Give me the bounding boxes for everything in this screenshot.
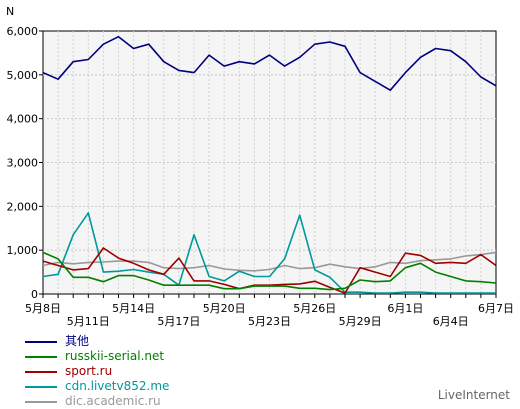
brand-label: LiveInternet bbox=[437, 388, 510, 402]
y-tick-label: 5,000 bbox=[7, 69, 39, 82]
x-tick-label: 5月11日 bbox=[67, 315, 110, 328]
x-tick-label: 6月4日 bbox=[433, 315, 469, 328]
x-tick-label: 5月29日 bbox=[339, 315, 382, 328]
legend-label: russkii-serial.net bbox=[65, 349, 165, 363]
y-tick-label: 2,000 bbox=[7, 200, 39, 213]
x-tick-label: 5月17日 bbox=[157, 315, 200, 328]
legend-swatch bbox=[25, 386, 57, 388]
legend-label: cdn.livetv852.me bbox=[65, 379, 170, 393]
legend-swatch bbox=[25, 371, 57, 373]
x-tick-label: 5月20日 bbox=[203, 302, 246, 315]
y-tick-label: 4,000 bbox=[7, 113, 39, 126]
legend-swatch bbox=[25, 401, 57, 403]
series-line-dic.academic.ru bbox=[42, 251, 497, 272]
y-tick-label: 1,000 bbox=[7, 244, 39, 257]
x-tick-label: 5月26日 bbox=[293, 302, 336, 315]
series-line-russkii-serial.net bbox=[42, 251, 497, 291]
y-axis-label: N bbox=[6, 5, 14, 18]
y-tick-label: 6,000 bbox=[7, 25, 39, 38]
legend-label: sport.ru bbox=[65, 364, 113, 378]
series-line-sport.ru bbox=[42, 247, 497, 294]
series-line-cdn.livetv852.me bbox=[42, 212, 496, 294]
x-tick-label: 5月14日 bbox=[112, 302, 155, 315]
y-tick-label: 3,000 bbox=[7, 157, 39, 170]
legend-swatch bbox=[25, 356, 57, 358]
legend-swatch bbox=[25, 341, 57, 343]
y-tick-label: 0 bbox=[31, 288, 38, 301]
series-line-其他 bbox=[42, 35, 497, 91]
legend-label: dic.academic.ru bbox=[65, 394, 161, 408]
x-tick-label: 6月7日 bbox=[478, 302, 514, 315]
legend-label: 其他 bbox=[65, 334, 90, 348]
x-tick-label: 5月23日 bbox=[248, 315, 291, 328]
x-tick-label: 5月8日 bbox=[25, 302, 61, 315]
x-tick-label: 6月1日 bbox=[387, 302, 423, 315]
